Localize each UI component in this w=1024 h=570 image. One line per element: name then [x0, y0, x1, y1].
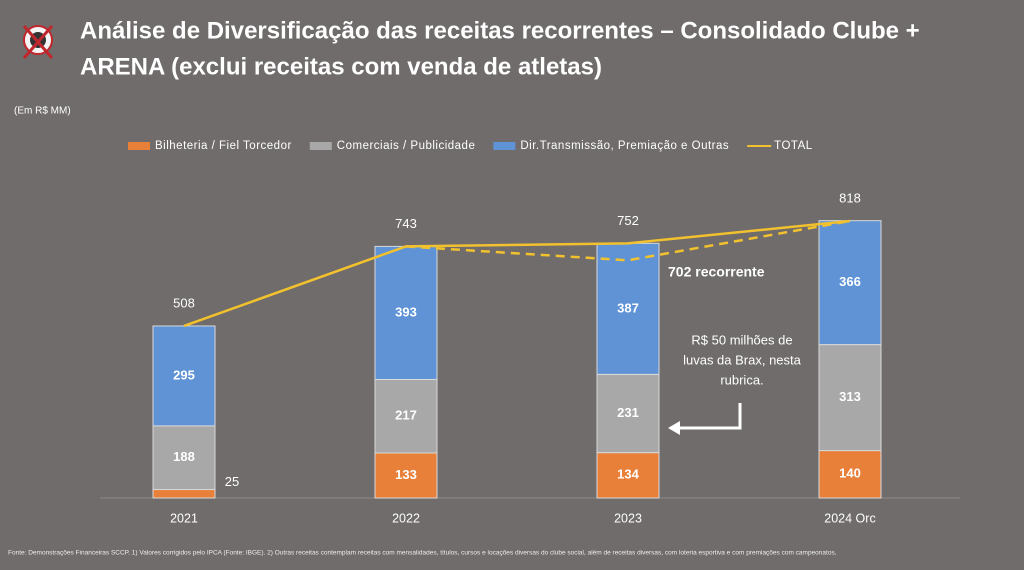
- total-label: 752: [617, 213, 639, 228]
- legend-label: Bilheteria / Fiel Torcedor: [155, 140, 292, 152]
- legend-swatch: [309, 142, 332, 150]
- value-label: 140: [839, 466, 861, 481]
- value-label: 313: [839, 389, 861, 404]
- total-label: 508: [173, 295, 195, 310]
- annotation-line: R$ 50 milhões de: [691, 332, 792, 347]
- bar-segment: [374, 452, 438, 499]
- bar-segment: [818, 220, 882, 346]
- value-label: 366: [839, 274, 861, 289]
- logo: [22, 25, 54, 59]
- x-tick-label: 2021: [170, 511, 198, 525]
- title-line: ARENA (exclui receitas com venda de atle…: [80, 53, 602, 80]
- value-label: 231: [617, 405, 639, 420]
- value-label: 134: [617, 467, 639, 482]
- value-label: 25: [225, 474, 239, 489]
- recurrent-label: 702 recorrente: [668, 264, 765, 280]
- bar-segment: [152, 425, 216, 491]
- bar-segment: [374, 245, 438, 380]
- legend-label: Dir.Transmissão, Premiação e Outras: [520, 140, 729, 152]
- x-tick-label: 2022: [392, 511, 420, 525]
- bar-segment: [374, 378, 438, 454]
- value-label: 133: [395, 467, 417, 482]
- legend-label: TOTAL: [774, 140, 813, 152]
- annotation-line: rubrica.: [720, 372, 763, 387]
- legend-swatch: [493, 142, 516, 150]
- x-tick-label: 2024 Orc: [824, 511, 875, 525]
- value-label: 295: [173, 367, 195, 382]
- title-line: Análise de Diversificação das receitas r…: [80, 17, 920, 44]
- legend-swatch: [128, 142, 150, 150]
- value-label: 188: [173, 449, 195, 464]
- value-label: 387: [617, 300, 639, 315]
- footnote: Fonte: Demonstrações Financeiras SCCP. 1…: [8, 550, 837, 557]
- value-label: 393: [395, 304, 417, 319]
- total-line: [183, 219, 851, 328]
- total-label: 818: [839, 190, 861, 205]
- x-tick-label: 2023: [614, 511, 642, 525]
- legend-label: Comerciais / Publicidade: [337, 140, 476, 152]
- total-label: 743: [395, 216, 417, 231]
- bar-segment: [152, 489, 216, 499]
- bar-segment: [818, 344, 882, 452]
- bar-segment: [596, 452, 660, 499]
- unit-note: (Em R$ MM): [14, 106, 71, 117]
- value-label: 217: [395, 408, 417, 423]
- bar-segment: [152, 325, 216, 427]
- annotation-line: luvas da Brax, nesta: [683, 352, 802, 367]
- annotation: R$ 50 milhões de luvas da Brax, nesta ru…: [668, 332, 802, 435]
